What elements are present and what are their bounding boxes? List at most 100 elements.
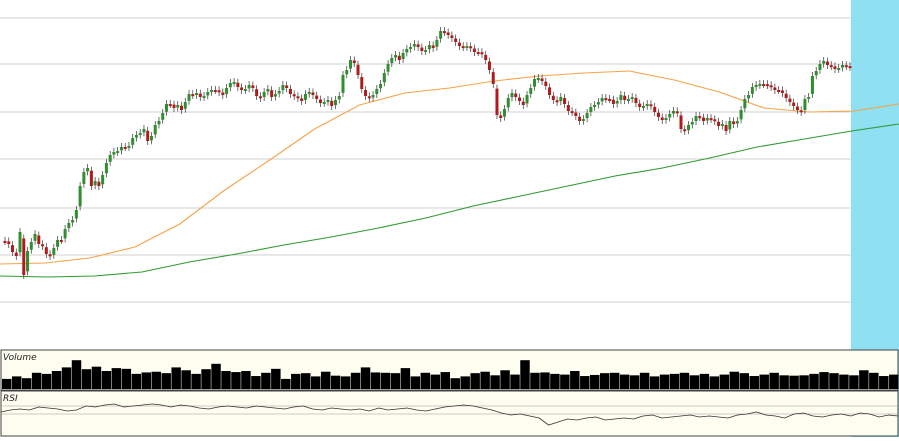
candle-body <box>394 55 398 58</box>
candle-body <box>484 54 488 60</box>
candle-body <box>840 65 844 68</box>
candle-body <box>187 94 191 101</box>
candle-body <box>401 53 405 59</box>
candle-body <box>773 87 777 90</box>
rsi-line <box>0 403 899 426</box>
candle-body <box>461 46 465 49</box>
candle-body <box>420 47 424 51</box>
volume-bar <box>869 372 879 389</box>
candle-body <box>349 60 353 69</box>
candle-body <box>638 103 642 107</box>
candle-body <box>600 98 604 102</box>
candle-body <box>311 92 315 95</box>
candle-body <box>476 52 480 54</box>
candle-body <box>457 42 461 46</box>
candle-body <box>198 93 202 97</box>
candle-body <box>315 95 319 99</box>
volume-bar <box>669 373 680 389</box>
candle-body <box>619 95 623 101</box>
candle-body <box>664 118 668 120</box>
volume-bar <box>520 360 530 389</box>
candle-body <box>563 98 567 104</box>
volume-bar <box>171 367 181 389</box>
volume-bar <box>749 376 759 389</box>
volume-bar <box>41 373 52 389</box>
volume-bar <box>161 373 171 389</box>
candle-body <box>281 85 285 91</box>
volume-bar <box>560 374 570 389</box>
candle-body <box>521 101 525 105</box>
candle-body <box>623 95 627 100</box>
candle-body <box>405 49 409 53</box>
volume-bar <box>609 372 620 389</box>
candle-body <box>758 84 762 86</box>
candle-body <box>717 121 721 126</box>
candle-body <box>683 129 687 132</box>
volume-bar <box>759 374 769 389</box>
candle-body <box>630 97 634 99</box>
candle-body <box>848 66 852 69</box>
candles <box>3 27 852 279</box>
candle-body <box>810 76 814 94</box>
volume-bar <box>510 374 520 389</box>
candle-body <box>825 61 829 65</box>
candle-body <box>844 65 848 68</box>
candle-body <box>645 104 649 106</box>
candle-body <box>180 105 184 110</box>
candle-body <box>243 89 247 91</box>
candle-body <box>292 94 296 97</box>
moving-average-lines <box>0 70 899 278</box>
candle-body <box>533 79 537 87</box>
volume-bar <box>849 375 859 389</box>
candle-body <box>656 112 660 117</box>
candle-body <box>829 65 833 68</box>
candle-body <box>574 112 578 116</box>
candle-body <box>724 125 728 131</box>
candle-body <box>409 47 413 49</box>
candle-body <box>491 72 495 84</box>
volume-bar <box>390 373 401 389</box>
candle-body <box>506 98 510 108</box>
volume-bar <box>420 372 431 389</box>
candle-body <box>427 45 431 50</box>
volume-bar <box>490 375 500 389</box>
volume-bar <box>470 373 480 389</box>
candle-body <box>210 90 214 92</box>
candle-body <box>754 85 758 87</box>
candle-body <box>164 104 168 112</box>
volume-bar <box>350 372 361 389</box>
price-grid <box>0 17 899 303</box>
volume-bar <box>889 374 899 389</box>
candle-body <box>108 155 112 162</box>
volume-bar <box>380 372 391 389</box>
volume-bar <box>281 378 291 389</box>
candle-body <box>318 99 322 103</box>
candle-body <box>262 92 266 98</box>
candle-body <box>330 100 334 106</box>
volume-bar <box>131 373 142 389</box>
candle-body <box>82 172 86 184</box>
candle-body <box>236 82 240 87</box>
candle-body <box>431 45 435 48</box>
volume-bar <box>320 371 331 389</box>
candle-body <box>3 241 7 243</box>
candle-body <box>33 234 37 241</box>
candle-body <box>702 117 706 121</box>
candle-body <box>345 70 349 75</box>
volume-bar <box>261 372 271 389</box>
candle-body <box>687 125 691 131</box>
candle-body <box>270 90 274 97</box>
volume-bars <box>2 360 899 389</box>
candle-body <box>780 90 784 93</box>
volume-bar <box>639 372 650 389</box>
candle-body <box>713 119 717 122</box>
candle-body <box>285 85 289 88</box>
candle-body <box>123 147 127 149</box>
candle-body <box>176 105 180 108</box>
candle-body <box>67 223 71 229</box>
candle-body <box>337 96 341 100</box>
candle-body <box>63 229 67 239</box>
candle-body <box>559 97 563 102</box>
volume-bar <box>71 360 82 389</box>
